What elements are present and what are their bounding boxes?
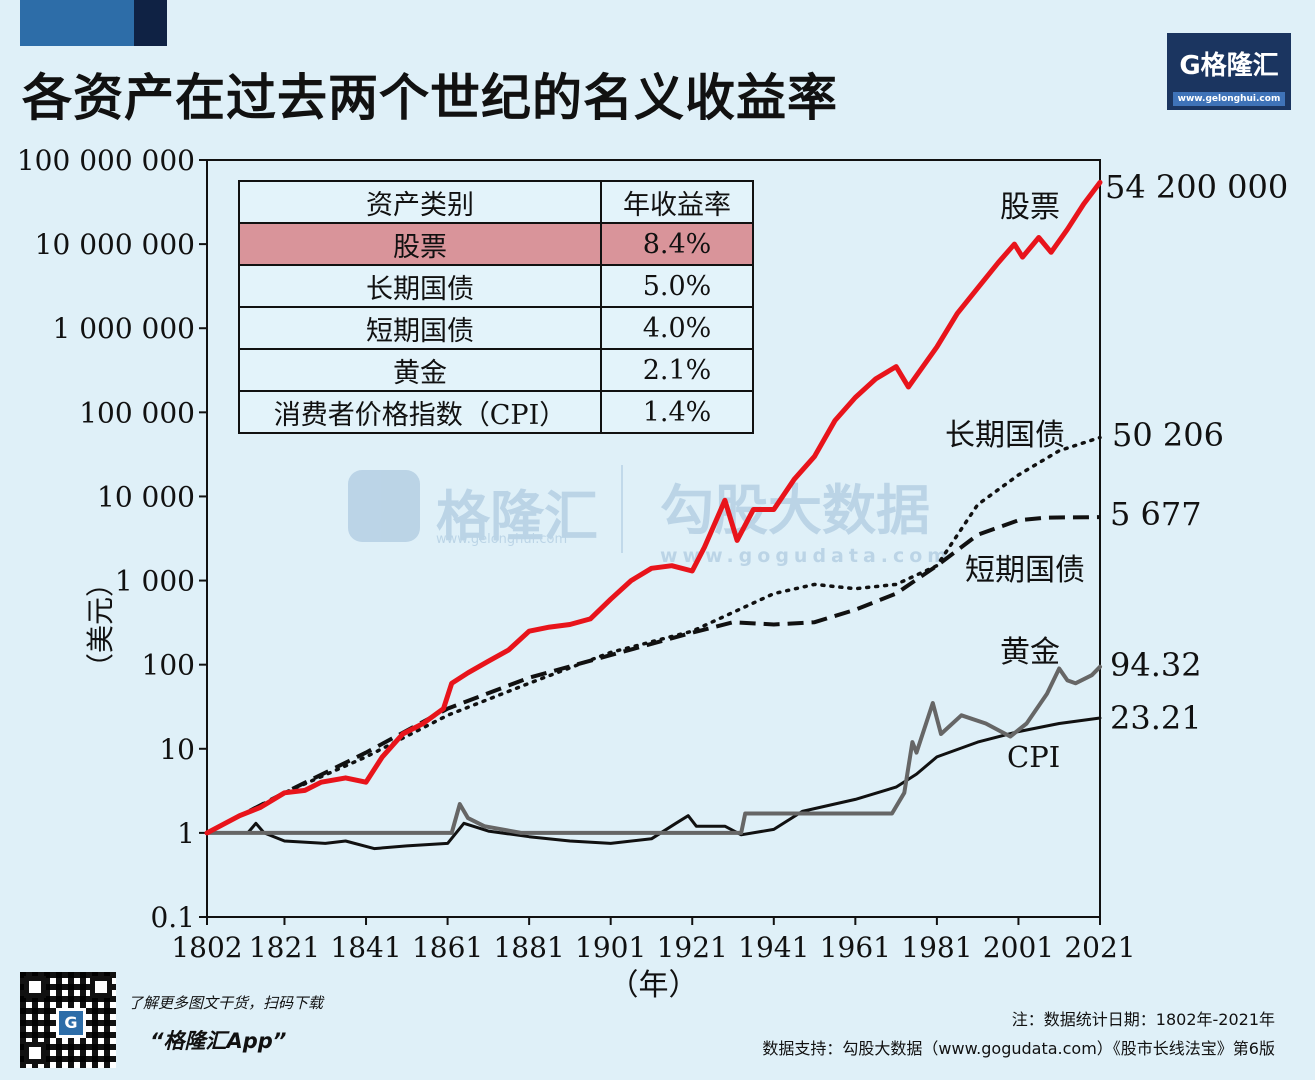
series-line-黄金 bbox=[205, 664, 1102, 835]
x-tick-label: 1821 bbox=[249, 931, 320, 964]
table-row: 消费者价格指数（CPI） 1.4% bbox=[238, 390, 754, 434]
returns-table: 资产类别 年收益率 股票 8.4% 长期国债 5.0% 短期国债 4.0% 黄金… bbox=[238, 180, 754, 434]
table-row: 股票 8.4% bbox=[238, 222, 754, 266]
y-axis-label: （美元） bbox=[84, 569, 117, 681]
x-tick-label: 1881 bbox=[493, 931, 564, 964]
series-annotation: 黄金 bbox=[1000, 635, 1060, 670]
qr-logo-icon: G bbox=[56, 1008, 86, 1038]
qr-finder bbox=[24, 1042, 46, 1064]
watermark-brand2-url: www.gogudata.com bbox=[660, 545, 953, 567]
x-axis-label: （年） bbox=[609, 968, 699, 1003]
table-cell-rate: 5.0% bbox=[600, 264, 754, 308]
end-value-label: 23.21 bbox=[1110, 699, 1202, 737]
x-tick-label: 2001 bbox=[983, 931, 1054, 964]
y-tick-label: 100 000 bbox=[79, 396, 195, 429]
watermark-divider bbox=[621, 465, 623, 553]
page-title: 各资产在过去两个世纪的名义收益率 bbox=[22, 69, 838, 127]
x-tick-label: 1941 bbox=[738, 931, 809, 964]
table-cell-rate: 8.4% bbox=[600, 222, 754, 266]
qr-code[interactable]: G bbox=[20, 972, 116, 1068]
table-cell-rate: 1.4% bbox=[600, 390, 754, 434]
y-tick-label: 1 000 bbox=[115, 565, 195, 598]
note-date: 注：数据统计日期：1802年-2021年 bbox=[1011, 1010, 1275, 1029]
end-value-label: 50 206 bbox=[1112, 416, 1224, 454]
x-tick-label: 1901 bbox=[575, 931, 646, 964]
series-line-股票 bbox=[204, 179, 1103, 836]
x-tick-label: 1921 bbox=[657, 931, 728, 964]
plot-frame bbox=[206, 159, 1101, 918]
corner-decoration-dark bbox=[134, 0, 167, 46]
note-source: 数据支持：勾股大数据（www.gogudata.com）《股市长线法宝》第6版 bbox=[762, 1039, 1275, 1058]
gogudata-watermark: 勾股大数据 www.gogudata.com bbox=[660, 466, 952, 567]
watermark-brand1: 格隆汇 bbox=[436, 485, 598, 548]
series-line-CPI bbox=[205, 716, 1102, 851]
watermark-logo-icon bbox=[348, 470, 420, 542]
y-tick-label: 1 000 000 bbox=[52, 312, 195, 345]
series-line-短期国债 bbox=[206, 515, 1101, 835]
table-cell-rate: 2.1% bbox=[600, 348, 754, 392]
gelonghui-watermark: 格隆汇 www.gelonghui.com bbox=[348, 470, 618, 550]
y-tick-label: 10 000 bbox=[97, 480, 195, 513]
logo-url: www.gelonghui.com bbox=[1173, 92, 1285, 106]
table-header-rate: 年收益率 bbox=[600, 180, 754, 224]
end-value-label: 94.32 bbox=[1110, 646, 1202, 684]
watermark-brand1-url: www.gelonghui.com bbox=[436, 532, 568, 547]
x-tick-label: 1802 bbox=[171, 931, 242, 964]
table-cell-rate: 4.0% bbox=[600, 306, 754, 350]
table-cell-asset: 股票 bbox=[238, 222, 602, 266]
x-tick-label: 1961 bbox=[820, 931, 891, 964]
table-cell-asset: 消费者价格指数（CPI） bbox=[238, 390, 602, 434]
x-tick-label: 1981 bbox=[901, 931, 972, 964]
series-annotation: 股票 bbox=[1000, 190, 1060, 225]
y-tick-label: 0.1 bbox=[150, 901, 195, 934]
table-cell-asset: 短期国债 bbox=[238, 306, 602, 350]
table-row: 短期国债 4.0% bbox=[238, 306, 754, 350]
x-tick-label: 1861 bbox=[412, 931, 483, 964]
x-tick-label: 1841 bbox=[330, 931, 401, 964]
y-tick-label: 100 000 000 bbox=[17, 144, 195, 177]
y-tick-label: 10 bbox=[159, 733, 195, 766]
qr-finder bbox=[90, 976, 112, 998]
table-header-row: 资产类别 年收益率 bbox=[238, 180, 754, 224]
qr-finder bbox=[24, 976, 46, 998]
y-tick-label: 1 bbox=[177, 817, 195, 850]
table-header-asset: 资产类别 bbox=[238, 180, 602, 224]
table-row: 长期国债 5.0% bbox=[238, 264, 754, 308]
table-cell-asset: 黄金 bbox=[238, 348, 602, 392]
series-line-长期国债 bbox=[205, 435, 1102, 835]
promo-text: 了解更多图文干货，扫码下载 bbox=[128, 994, 324, 1012]
end-value-label: 54 200 000 bbox=[1105, 168, 1288, 206]
watermark-brand2: 勾股大数据 bbox=[660, 479, 930, 542]
promo-app-name: “格隆汇App” bbox=[150, 1029, 287, 1053]
end-value-label: 5 677 bbox=[1110, 495, 1202, 533]
x-tick-label: 2021 bbox=[1064, 931, 1135, 964]
series-annotation: CPI bbox=[1007, 740, 1060, 774]
logo-text: G格隆汇 bbox=[1179, 51, 1279, 81]
corner-decoration bbox=[20, 0, 167, 46]
gelonghui-logo: G格隆汇 www.gelonghui.com bbox=[1167, 33, 1291, 110]
y-tick-label: 100 bbox=[142, 649, 195, 682]
series-annotation: 长期国债 bbox=[945, 418, 1065, 453]
table-cell-asset: 长期国债 bbox=[238, 264, 602, 308]
series-annotation: 短期国债 bbox=[965, 553, 1085, 588]
table-row: 黄金 2.1% bbox=[238, 348, 754, 392]
y-tick-label: 10 000 000 bbox=[35, 228, 195, 261]
